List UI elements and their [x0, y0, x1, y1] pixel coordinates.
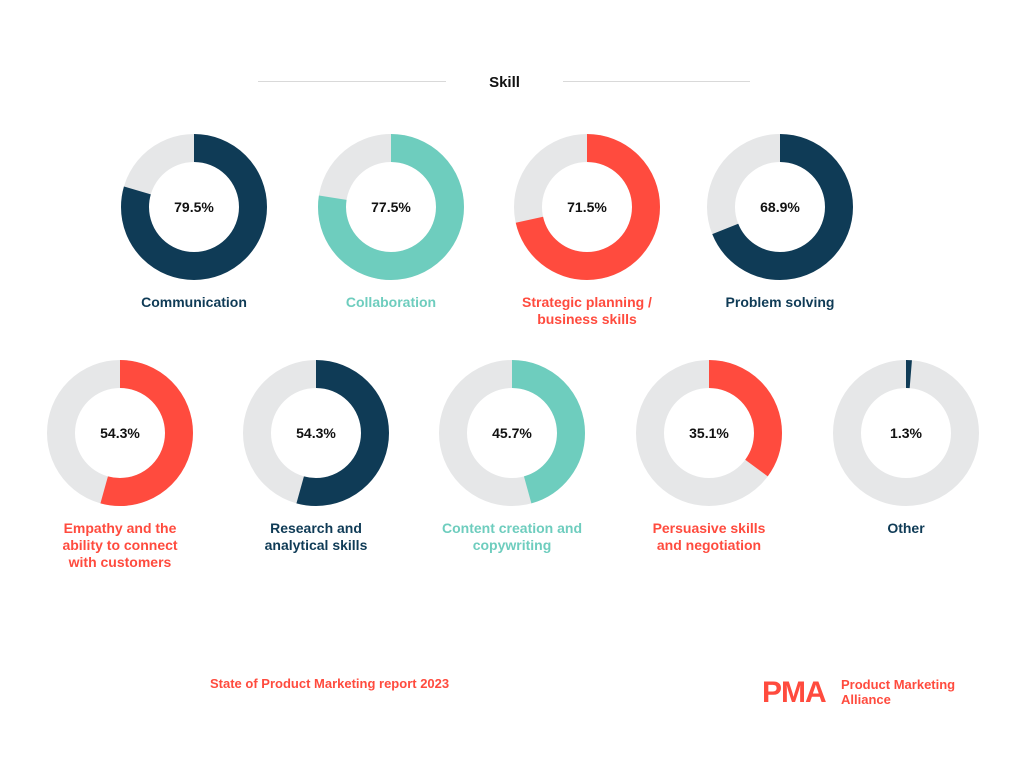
donut-category-label: Problem solving	[725, 294, 835, 310]
donut-8: 35.1%	[636, 360, 782, 506]
donut-value-label: 54.3%	[100, 425, 140, 441]
donut-category-label: Other	[887, 520, 925, 536]
donut-value-arc	[707, 134, 853, 280]
donut-value-arc	[47, 360, 193, 506]
donut-value-arc	[243, 360, 389, 506]
donut-value-label: 54.3%	[296, 425, 336, 441]
donut-9: 1.3%	[833, 360, 979, 506]
donut-category-label: Persuasive skills and negotiation	[652, 520, 766, 553]
donut-value-arc	[833, 360, 979, 506]
brand-name-line2: Alliance	[841, 692, 891, 707]
donut-3: 71.5%	[514, 134, 660, 280]
donut-4: 68.9%	[707, 134, 853, 280]
donut-value-label: 68.9%	[760, 199, 800, 215]
donut-category-label: Research and analytical skills	[264, 520, 368, 553]
header-rule-left	[258, 81, 446, 82]
donut-6: 54.3%	[243, 360, 389, 506]
brand-name: Product Marketing Alliance	[841, 677, 955, 707]
donut-1: 79.5%	[121, 134, 267, 280]
donut-value-arc	[514, 134, 660, 280]
donut-value-label: 1.3%	[890, 425, 922, 441]
brand-name-line1: Product Marketing	[841, 677, 956, 692]
donut-value-label: 77.5%	[371, 199, 411, 215]
donut-category-label: Communication	[141, 294, 247, 310]
donut-value-label: 45.7%	[492, 425, 532, 441]
donut-value-arc	[318, 134, 464, 280]
donut-value-label: 71.5%	[567, 199, 607, 215]
donut-value-arc	[439, 360, 585, 506]
donut-category-label: Strategic planning / business skills	[522, 294, 652, 327]
donut-2: 77.5%	[318, 134, 464, 280]
donut-category-label: Content creation and copywriting	[442, 520, 583, 553]
brand-logo: PMA	[762, 676, 827, 709]
donut-5: 54.3%	[47, 360, 193, 506]
donut-category-label: Collaboration	[345, 294, 437, 310]
donut-value-label: 79.5%	[174, 199, 214, 215]
header-rule-right	[563, 81, 750, 82]
donut-value-arc	[121, 134, 267, 280]
donut-7: 45.7%	[439, 360, 585, 506]
page-title: Skill	[489, 74, 520, 91]
donut-value-arc	[636, 360, 782, 506]
donut-value-label: 35.1%	[689, 425, 729, 441]
donut-category-label: Empathy and the ability to connect with …	[62, 520, 178, 570]
report-title: State of Product Marketing report 2023	[210, 676, 450, 691]
